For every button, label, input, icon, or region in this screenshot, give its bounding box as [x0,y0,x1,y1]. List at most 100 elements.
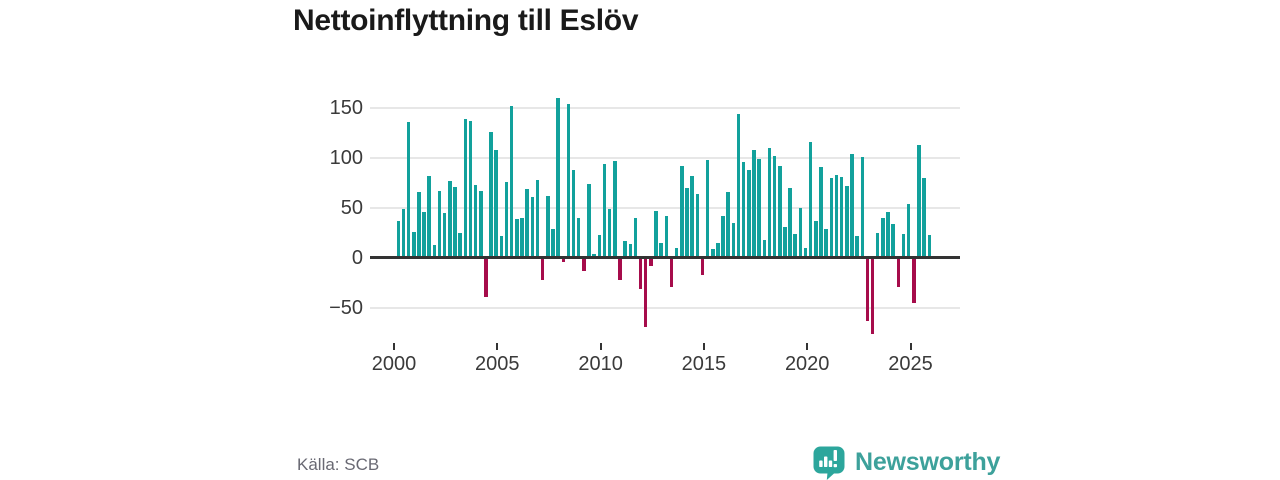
bar [664,216,669,256]
bar [711,249,715,256]
bar [597,235,602,256]
bar [819,167,823,256]
bar [396,221,401,256]
y-axis-label: 150 [329,96,363,119]
bar [870,259,875,334]
bar [736,114,741,256]
bar [721,216,725,256]
x-axis-label: 2025 [888,353,933,375]
bar [839,177,844,256]
bar [489,132,493,256]
bar [638,259,643,289]
bar [793,234,797,256]
x-axis-label: 2020 [784,353,830,375]
bar [757,159,761,256]
x-axis-label: 2005 [475,353,520,375]
bar [695,194,700,256]
bar [922,178,926,256]
bar [762,240,767,256]
bar [623,241,627,256]
bar [896,259,901,287]
bar [633,218,638,256]
bar [654,211,658,256]
bar [669,259,674,287]
bar [607,209,612,256]
bar [891,224,895,256]
bar [602,164,607,256]
bar [458,233,462,256]
bar [576,218,581,256]
bar [752,150,756,256]
bar [551,229,555,256]
bar [509,106,514,256]
bar [499,236,504,256]
bar [716,243,720,256]
bar [700,259,705,275]
bar [582,259,586,271]
x-axis-label: 2000 [371,353,417,375]
y-axis-label: 100 [329,146,363,169]
bar [824,229,828,256]
bar [829,178,834,256]
bar [432,245,437,256]
zero-axis [370,256,960,259]
y-axis-label: 0 [351,246,363,269]
x-axis-label: 2015 [681,353,727,375]
bar [613,161,617,256]
bar [479,191,483,256]
bar [473,185,478,256]
bar [659,243,663,256]
x-axis-tick [702,343,705,350]
x-axis-tick [806,343,809,350]
bar [726,192,730,256]
bar [680,166,684,256]
bar [417,192,421,256]
bar [845,186,849,256]
x-axis-label: 2010 [578,353,623,375]
bar [530,197,535,256]
bar [401,209,406,256]
bar [886,212,890,256]
bar [674,248,679,256]
bar [917,145,921,256]
y-axis-label: −50 [329,296,363,319]
bar [561,259,565,262]
bar [778,166,782,256]
bar [592,254,596,256]
bar [649,259,653,266]
bar [814,221,818,256]
speech-bubble-chart-icon [813,446,845,480]
bar [850,154,854,256]
bar [484,259,488,297]
bar [772,156,777,256]
bar [535,180,540,256]
bar [865,259,870,321]
bar [628,244,633,256]
gridline [370,156,960,159]
x-axis-tick [393,343,395,350]
bar [881,218,885,256]
bar [540,259,545,280]
bar [860,157,864,256]
bar [643,259,648,327]
bar [448,181,452,256]
bar [504,182,509,256]
bar [571,170,576,256]
gridline [370,206,960,209]
bar [808,142,813,256]
bar [741,162,746,256]
bar [690,176,694,256]
bar [494,150,498,256]
bar [406,122,411,256]
bar [437,191,442,256]
gridline [370,106,960,109]
source-note: Källa: SCB [297,455,380,474]
bar [783,227,787,256]
bar [788,188,792,256]
y-axis-label: 50 [340,196,363,219]
bar [912,259,916,303]
bar [566,104,571,256]
bar [875,233,880,256]
bar [546,196,550,256]
